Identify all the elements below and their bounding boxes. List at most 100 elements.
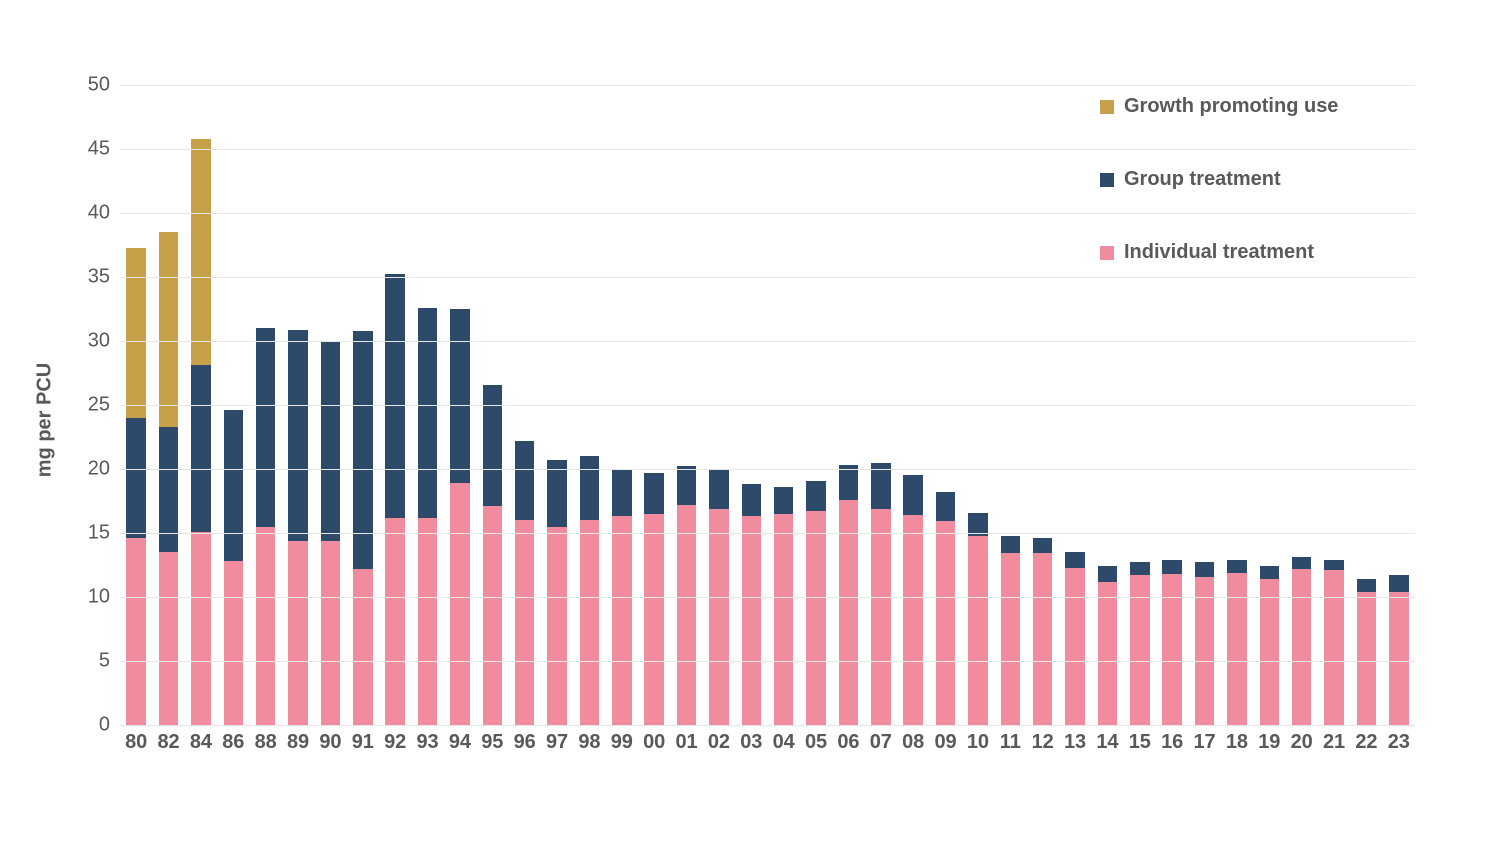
bar-segment-individual <box>968 536 987 725</box>
bar-segment-individual <box>288 541 307 725</box>
bar-segment-individual <box>677 505 696 725</box>
gridline <box>120 341 1415 342</box>
x-tick-label: 12 <box>1032 731 1054 754</box>
y-axis-title: mg per PCU <box>34 363 57 477</box>
y-tick-label: 45 <box>70 138 110 161</box>
x-tick-label: 10 <box>967 731 989 754</box>
x-tick-label: 84 <box>190 731 212 754</box>
bar-segment-individual <box>126 538 145 725</box>
x-tick-label: 14 <box>1096 731 1118 754</box>
x-tick-label: 86 <box>222 731 244 754</box>
x-tick-label: 90 <box>319 731 341 754</box>
y-tick-label: 40 <box>70 202 110 225</box>
x-tick-label: 17 <box>1193 731 1215 754</box>
gridline <box>120 661 1415 662</box>
x-tick-label: 92 <box>384 731 406 754</box>
bar-segment-group <box>224 410 243 561</box>
x-tick-label: 03 <box>740 731 762 754</box>
x-tick-label: 82 <box>157 731 179 754</box>
x-tick-label: 01 <box>675 731 697 754</box>
x-tick-label: 00 <box>643 731 665 754</box>
y-tick-label: 0 <box>70 714 110 737</box>
y-tick-label: 15 <box>70 522 110 545</box>
bar-segment-individual <box>321 541 340 725</box>
bar-segment-individual <box>1292 569 1311 725</box>
x-tick-label: 09 <box>934 731 956 754</box>
x-tick-label: 97 <box>546 731 568 754</box>
y-tick-label: 20 <box>70 458 110 481</box>
legend: Growth promoting use Group treatment Indiv… <box>1100 95 1400 314</box>
bar-segment-group <box>483 385 502 507</box>
y-tick-label: 25 <box>70 394 110 417</box>
bar-segment-group <box>774 487 793 514</box>
x-tick-label: 13 <box>1064 731 1086 754</box>
legend-item-group: Group treatment <box>1100 168 1400 191</box>
bar-segment-individual <box>191 532 210 725</box>
legend-label: Group treatment <box>1124 168 1281 191</box>
bar-segment-group <box>1033 538 1052 553</box>
bar-segment-group <box>321 342 340 540</box>
bar-segment-growth <box>159 232 178 427</box>
bar-segment-group <box>256 328 275 526</box>
bar-segment-group <box>903 475 922 515</box>
bar-segment-individual <box>871 509 890 725</box>
bar-segment-individual <box>806 511 825 725</box>
bar-segment-growth <box>191 139 210 366</box>
bar-segment-group <box>1001 536 1020 554</box>
bar-segment-individual <box>1033 553 1052 725</box>
x-tick-label: 05 <box>805 731 827 754</box>
bar-segment-group <box>580 456 599 520</box>
bar-segment-group <box>1098 566 1117 581</box>
bar-segment-individual <box>353 569 372 725</box>
y-tick-label: 35 <box>70 266 110 289</box>
legend-swatch <box>1100 100 1114 114</box>
x-tick-label: 02 <box>708 731 730 754</box>
bar-segment-group <box>1065 552 1084 567</box>
x-tick-label: 19 <box>1258 731 1280 754</box>
legend-item-individual: Individual treatment <box>1100 241 1400 264</box>
bar-segment-individual <box>742 516 761 725</box>
bar-segment-individual <box>1357 592 1376 725</box>
x-tick-label: 93 <box>416 731 438 754</box>
y-tick-label: 5 <box>70 650 110 673</box>
x-tick-label: 07 <box>870 731 892 754</box>
bar-segment-individual <box>483 506 502 725</box>
gridline <box>120 405 1415 406</box>
x-tick-label: 94 <box>449 731 471 754</box>
chart-container: mg per PCU 05101520253035404550808284868… <box>60 40 1440 800</box>
bar-segment-individual <box>580 520 599 725</box>
bar-segment-group <box>1227 560 1246 573</box>
x-tick-label: 91 <box>352 731 374 754</box>
bar-segment-individual <box>547 527 566 725</box>
bar-segment-group <box>450 309 469 483</box>
x-tick-label: 21 <box>1323 731 1345 754</box>
bar-segment-individual <box>1195 577 1214 725</box>
bar-segment-group <box>1324 560 1343 570</box>
bar-segment-group <box>1357 579 1376 592</box>
x-tick-label: 20 <box>1291 731 1313 754</box>
x-tick-label: 08 <box>902 731 924 754</box>
legend-label: Growth promoting use <box>1124 95 1338 118</box>
bar-segment-group <box>418 308 437 518</box>
bar-segment-group <box>936 492 955 521</box>
x-tick-label: 96 <box>514 731 536 754</box>
bar-segment-group <box>742 484 761 516</box>
x-tick-label: 18 <box>1226 731 1248 754</box>
bar-segment-individual <box>1001 553 1020 725</box>
bar-segment-individual <box>644 514 663 725</box>
x-tick-label: 88 <box>255 731 277 754</box>
bar-segment-individual <box>515 520 534 725</box>
y-tick-label: 50 <box>70 74 110 97</box>
bar-segment-group <box>612 469 631 516</box>
bar-segment-individual <box>709 509 728 725</box>
bar-segment-individual <box>159 552 178 725</box>
x-tick-label: 89 <box>287 731 309 754</box>
bar-segment-group <box>547 460 566 527</box>
legend-swatch <box>1100 246 1114 260</box>
bar-segment-growth <box>126 248 145 418</box>
bar-segment-individual <box>1065 568 1084 725</box>
bar-segment-group <box>515 441 534 520</box>
bar-segment-individual <box>936 521 955 725</box>
bar-segment-individual <box>1324 570 1343 725</box>
bar-segment-group <box>806 481 825 512</box>
